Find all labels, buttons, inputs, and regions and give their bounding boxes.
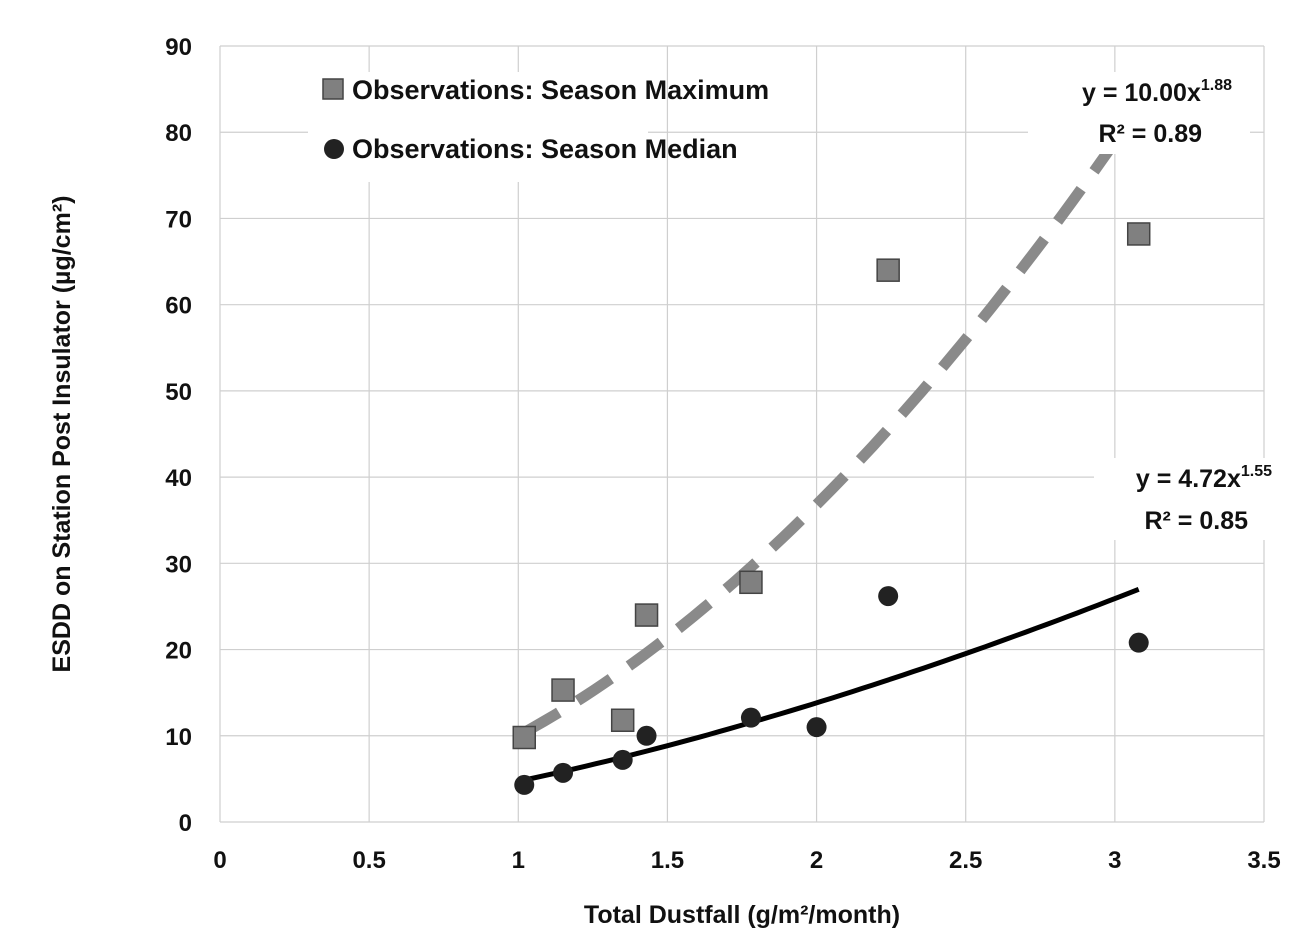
y-tick-label: 40 — [165, 465, 192, 492]
data-point-maximum — [739, 570, 763, 595]
data-point-median — [553, 762, 574, 783]
y-axis-title: ESDD on Station Post Insulator (µg/cm²) — [48, 196, 76, 673]
equation-label-maximum: y = 10.00x1.88 R² = 0.89 — [1028, 72, 1250, 154]
x-tick-label: 1 — [512, 847, 525, 874]
r2-text: R² = 0.85 — [1144, 507, 1248, 535]
equation-background — [1094, 458, 1274, 540]
r2-text: R² = 0.89 — [1098, 120, 1202, 148]
equation-exponent: 1.55 — [1241, 463, 1272, 480]
y-tick-label: 0 — [179, 810, 192, 837]
y-tick-label: 90 — [165, 34, 192, 61]
data-point-median — [514, 774, 535, 795]
equation-exponent: 1.88 — [1201, 77, 1232, 94]
svg-text:y = 4.72x1.55: y = 4.72x1.55 — [1136, 463, 1272, 493]
equation-text: y = 4.72x — [1136, 465, 1241, 493]
y-tick-label: 10 — [165, 724, 192, 751]
legend: Observations: Season Maximum Observation… — [308, 72, 769, 182]
x-axis-title: Total Dustfall (g/m²/month) — [584, 901, 900, 929]
y-tick-labels: 0 10 20 30 40 50 60 70 80 90 — [165, 34, 192, 837]
trendline-maximum — [521, 130, 1126, 738]
x-tick-labels: 0 0.5 1 1.5 2 2.5 3 3.5 — [213, 847, 1280, 874]
x-tick-label: 2.5 — [949, 847, 982, 874]
data-point-maximum — [634, 603, 659, 627]
legend-background — [308, 72, 648, 182]
data-point-maximum — [1126, 222, 1151, 246]
y-tick-label: 20 — [165, 638, 192, 665]
data-point-maximum — [876, 258, 900, 282]
legend-marker-square — [322, 78, 344, 100]
data-point-median — [806, 717, 827, 738]
x-tick-label: 0.5 — [352, 847, 385, 874]
y-tick-label: 80 — [165, 120, 192, 147]
y-tick-label: 70 — [165, 206, 192, 233]
legend-marker-circle — [324, 139, 344, 159]
data-point-maximum — [551, 678, 575, 702]
svg-text:y = 10.00x1.88: y = 10.00x1.88 — [1082, 77, 1232, 107]
y-tick-label: 60 — [165, 293, 192, 320]
data-point-median — [612, 749, 633, 770]
data-point-maximum — [512, 725, 537, 750]
data-points — [512, 222, 1151, 795]
legend-label-maximum: Observations: Season Maximum — [352, 75, 769, 105]
x-tick-label: 3.5 — [1247, 847, 1280, 874]
data-point-median — [740, 707, 761, 728]
x-tick-label: 3 — [1108, 847, 1121, 874]
equation-label-median: y = 4.72x1.55 R² = 0.85 — [1094, 458, 1274, 540]
data-point-median — [878, 586, 899, 607]
y-tick-label: 30 — [165, 551, 192, 578]
x-tick-label: 2 — [810, 847, 823, 874]
data-point-median — [636, 725, 657, 746]
legend-label-median: Observations: Season Median — [352, 134, 738, 164]
x-tick-label: 1.5 — [651, 847, 684, 874]
x-tick-label: 0 — [213, 847, 226, 874]
equation-text: y = 10.00x — [1082, 79, 1201, 107]
y-tick-label: 50 — [165, 379, 192, 406]
equation-background — [1028, 72, 1250, 154]
data-point-maximum — [610, 708, 635, 733]
data-point-median — [1128, 632, 1149, 653]
